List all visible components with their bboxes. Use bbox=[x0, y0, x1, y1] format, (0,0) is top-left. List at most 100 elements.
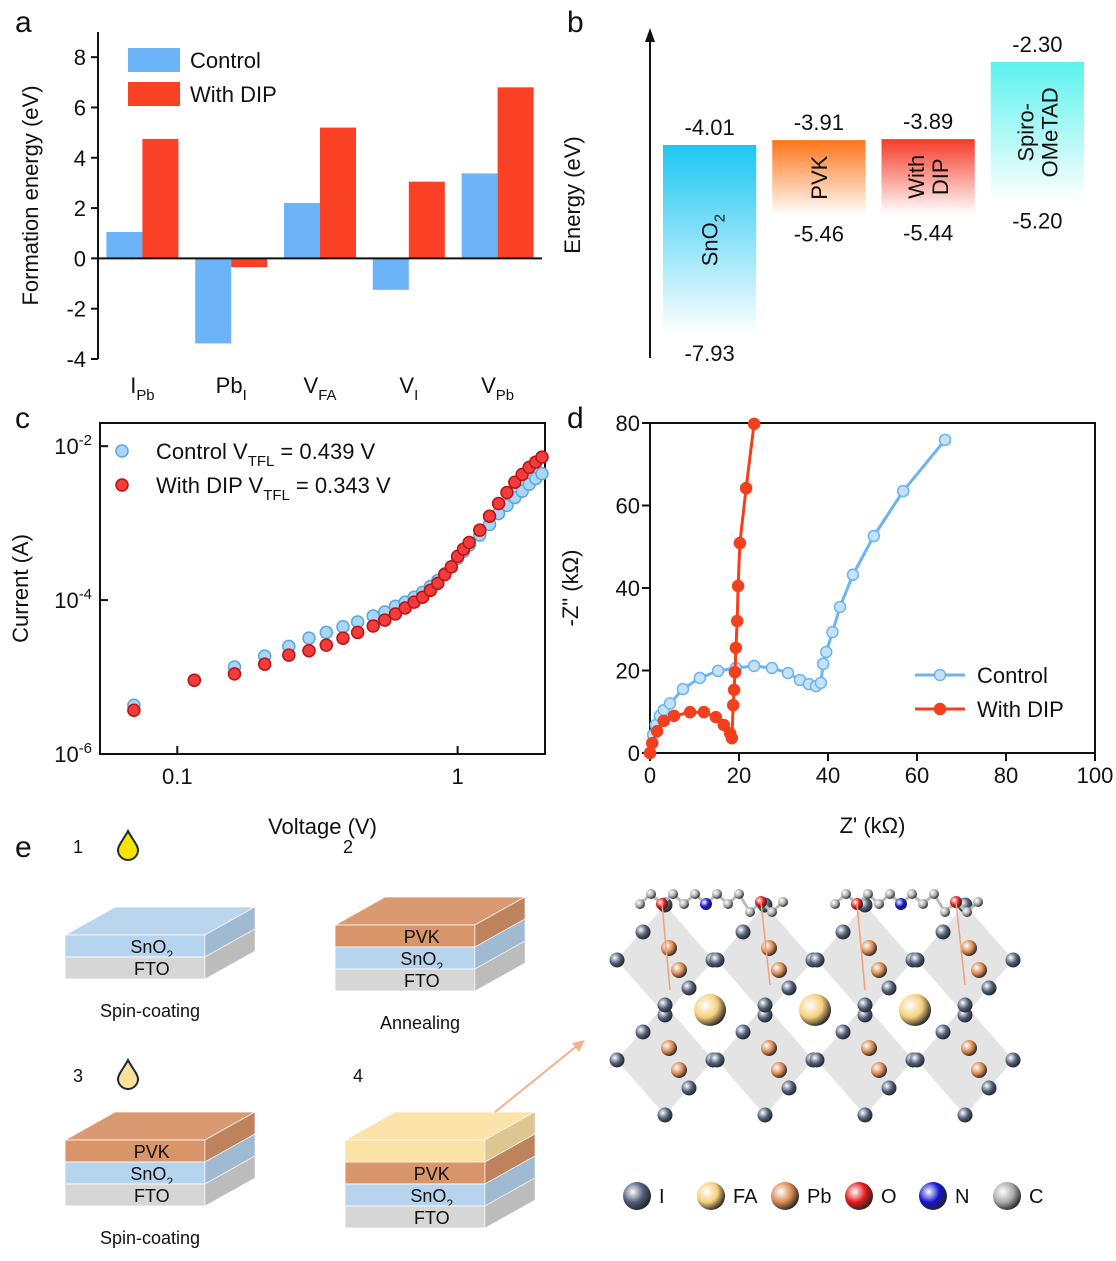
band-name-line-part: 2 bbox=[712, 214, 729, 222]
x-tick-label: 60 bbox=[905, 763, 929, 788]
legend-marker bbox=[116, 479, 128, 491]
atom bbox=[771, 1062, 787, 1078]
atom bbox=[658, 1108, 673, 1123]
y-tick-label: -2 bbox=[66, 297, 86, 322]
y-tick-label: 0 bbox=[74, 246, 86, 271]
atom bbox=[961, 1040, 977, 1056]
data-point bbox=[766, 663, 777, 674]
upper-label: -4.01 bbox=[685, 115, 735, 140]
data-point bbox=[868, 531, 879, 542]
data-point bbox=[729, 667, 740, 678]
legend-label: Control bbox=[190, 48, 261, 73]
legend-label: With DIP bbox=[977, 697, 1064, 722]
atom bbox=[910, 1053, 925, 1068]
lower-label: -5.46 bbox=[794, 221, 844, 246]
data-point bbox=[474, 524, 486, 536]
data-point bbox=[337, 621, 349, 633]
data-point bbox=[835, 601, 846, 612]
atom bbox=[993, 1182, 1021, 1210]
atom-label: O bbox=[881, 1186, 897, 1208]
data-point bbox=[188, 674, 200, 686]
step-caption: Annealing bbox=[380, 1013, 460, 1033]
atom bbox=[861, 940, 877, 956]
x-tick-label-part: Pb bbox=[496, 387, 514, 404]
data-point bbox=[685, 707, 696, 718]
atom bbox=[845, 1182, 873, 1210]
atom bbox=[658, 998, 673, 1013]
atom bbox=[971, 1062, 987, 1078]
data-point bbox=[229, 668, 241, 680]
band-name-line: With bbox=[904, 155, 929, 199]
data-point bbox=[669, 710, 680, 721]
y-tick-label-part: -4 bbox=[79, 586, 92, 603]
data-point bbox=[732, 616, 743, 627]
legend-label-part: TFL bbox=[248, 453, 275, 470]
layer-label: PVK bbox=[404, 927, 440, 947]
legend-label-part: = 0.343 V bbox=[290, 473, 391, 498]
data-point bbox=[782, 667, 793, 678]
atom bbox=[712, 889, 722, 899]
atom-label: FA bbox=[733, 1186, 758, 1208]
lower-label: -5.20 bbox=[1012, 209, 1062, 234]
data-point bbox=[741, 483, 752, 494]
atom bbox=[858, 1108, 873, 1123]
data-point bbox=[463, 537, 475, 549]
data-point bbox=[728, 700, 739, 711]
legend-label-part: TFL bbox=[263, 487, 290, 504]
legend-swatch bbox=[128, 48, 180, 72]
data-point bbox=[749, 660, 760, 671]
y-tick-label: 10-4 bbox=[54, 586, 92, 613]
panel-label: a bbox=[15, 6, 32, 39]
y-tick-label: 0 bbox=[628, 741, 640, 766]
atom bbox=[767, 907, 777, 917]
y-tick-label-part: 10 bbox=[54, 588, 78, 613]
data-point bbox=[665, 698, 676, 709]
data-point bbox=[815, 677, 826, 688]
band-name-line: PVK bbox=[807, 155, 832, 199]
layer-label: FTO bbox=[134, 1186, 170, 1206]
atom bbox=[671, 1062, 687, 1078]
step-caption: Spin-coating bbox=[100, 1001, 200, 1021]
data-point bbox=[501, 487, 513, 499]
data-point bbox=[652, 726, 663, 737]
data-point bbox=[352, 626, 364, 638]
data-point bbox=[367, 620, 379, 632]
legend-label-part: With DIP V bbox=[156, 473, 264, 498]
layer-front bbox=[345, 1140, 485, 1162]
atom bbox=[936, 925, 951, 940]
atom bbox=[962, 907, 972, 917]
y-tick-label: 6 bbox=[74, 95, 86, 120]
panel-label: d bbox=[567, 402, 584, 435]
atom bbox=[736, 1025, 751, 1040]
y-tick-label: 40 bbox=[616, 576, 640, 601]
atom bbox=[668, 889, 678, 899]
x-tick-label: 1 bbox=[451, 764, 463, 789]
figure: aFormation energy (eV)-4-202468IPbPbIVFA… bbox=[0, 0, 1116, 1261]
atom bbox=[771, 962, 787, 978]
panel-label: b bbox=[567, 6, 584, 39]
atom bbox=[661, 940, 677, 956]
layer-label-part: FTO bbox=[134, 1186, 170, 1206]
atom-label: Pb bbox=[807, 1186, 831, 1208]
layer-label: FTO bbox=[414, 1208, 450, 1228]
atom bbox=[940, 907, 950, 917]
atom bbox=[861, 1040, 877, 1056]
pointer-arrow bbox=[495, 1045, 578, 1112]
x-tick-label: VI bbox=[399, 373, 418, 404]
data-point bbox=[940, 434, 951, 445]
atom bbox=[710, 953, 725, 968]
layer-label-part: SnO bbox=[410, 1186, 446, 1206]
data-point bbox=[337, 632, 349, 644]
y-tick-label: 2 bbox=[74, 196, 86, 221]
data-point bbox=[320, 626, 332, 638]
y-axis-label: -Z" (kΩ) bbox=[558, 550, 583, 627]
x-axis-label: Voltage (V) bbox=[268, 814, 377, 839]
bar bbox=[462, 173, 498, 258]
upper-label: -2.30 bbox=[1012, 32, 1062, 57]
band-name-line-part: DIP bbox=[928, 158, 953, 195]
data-point bbox=[647, 738, 658, 749]
layer-label: FTO bbox=[134, 959, 170, 979]
atom bbox=[882, 981, 897, 996]
y-tick-label: 20 bbox=[616, 659, 640, 684]
